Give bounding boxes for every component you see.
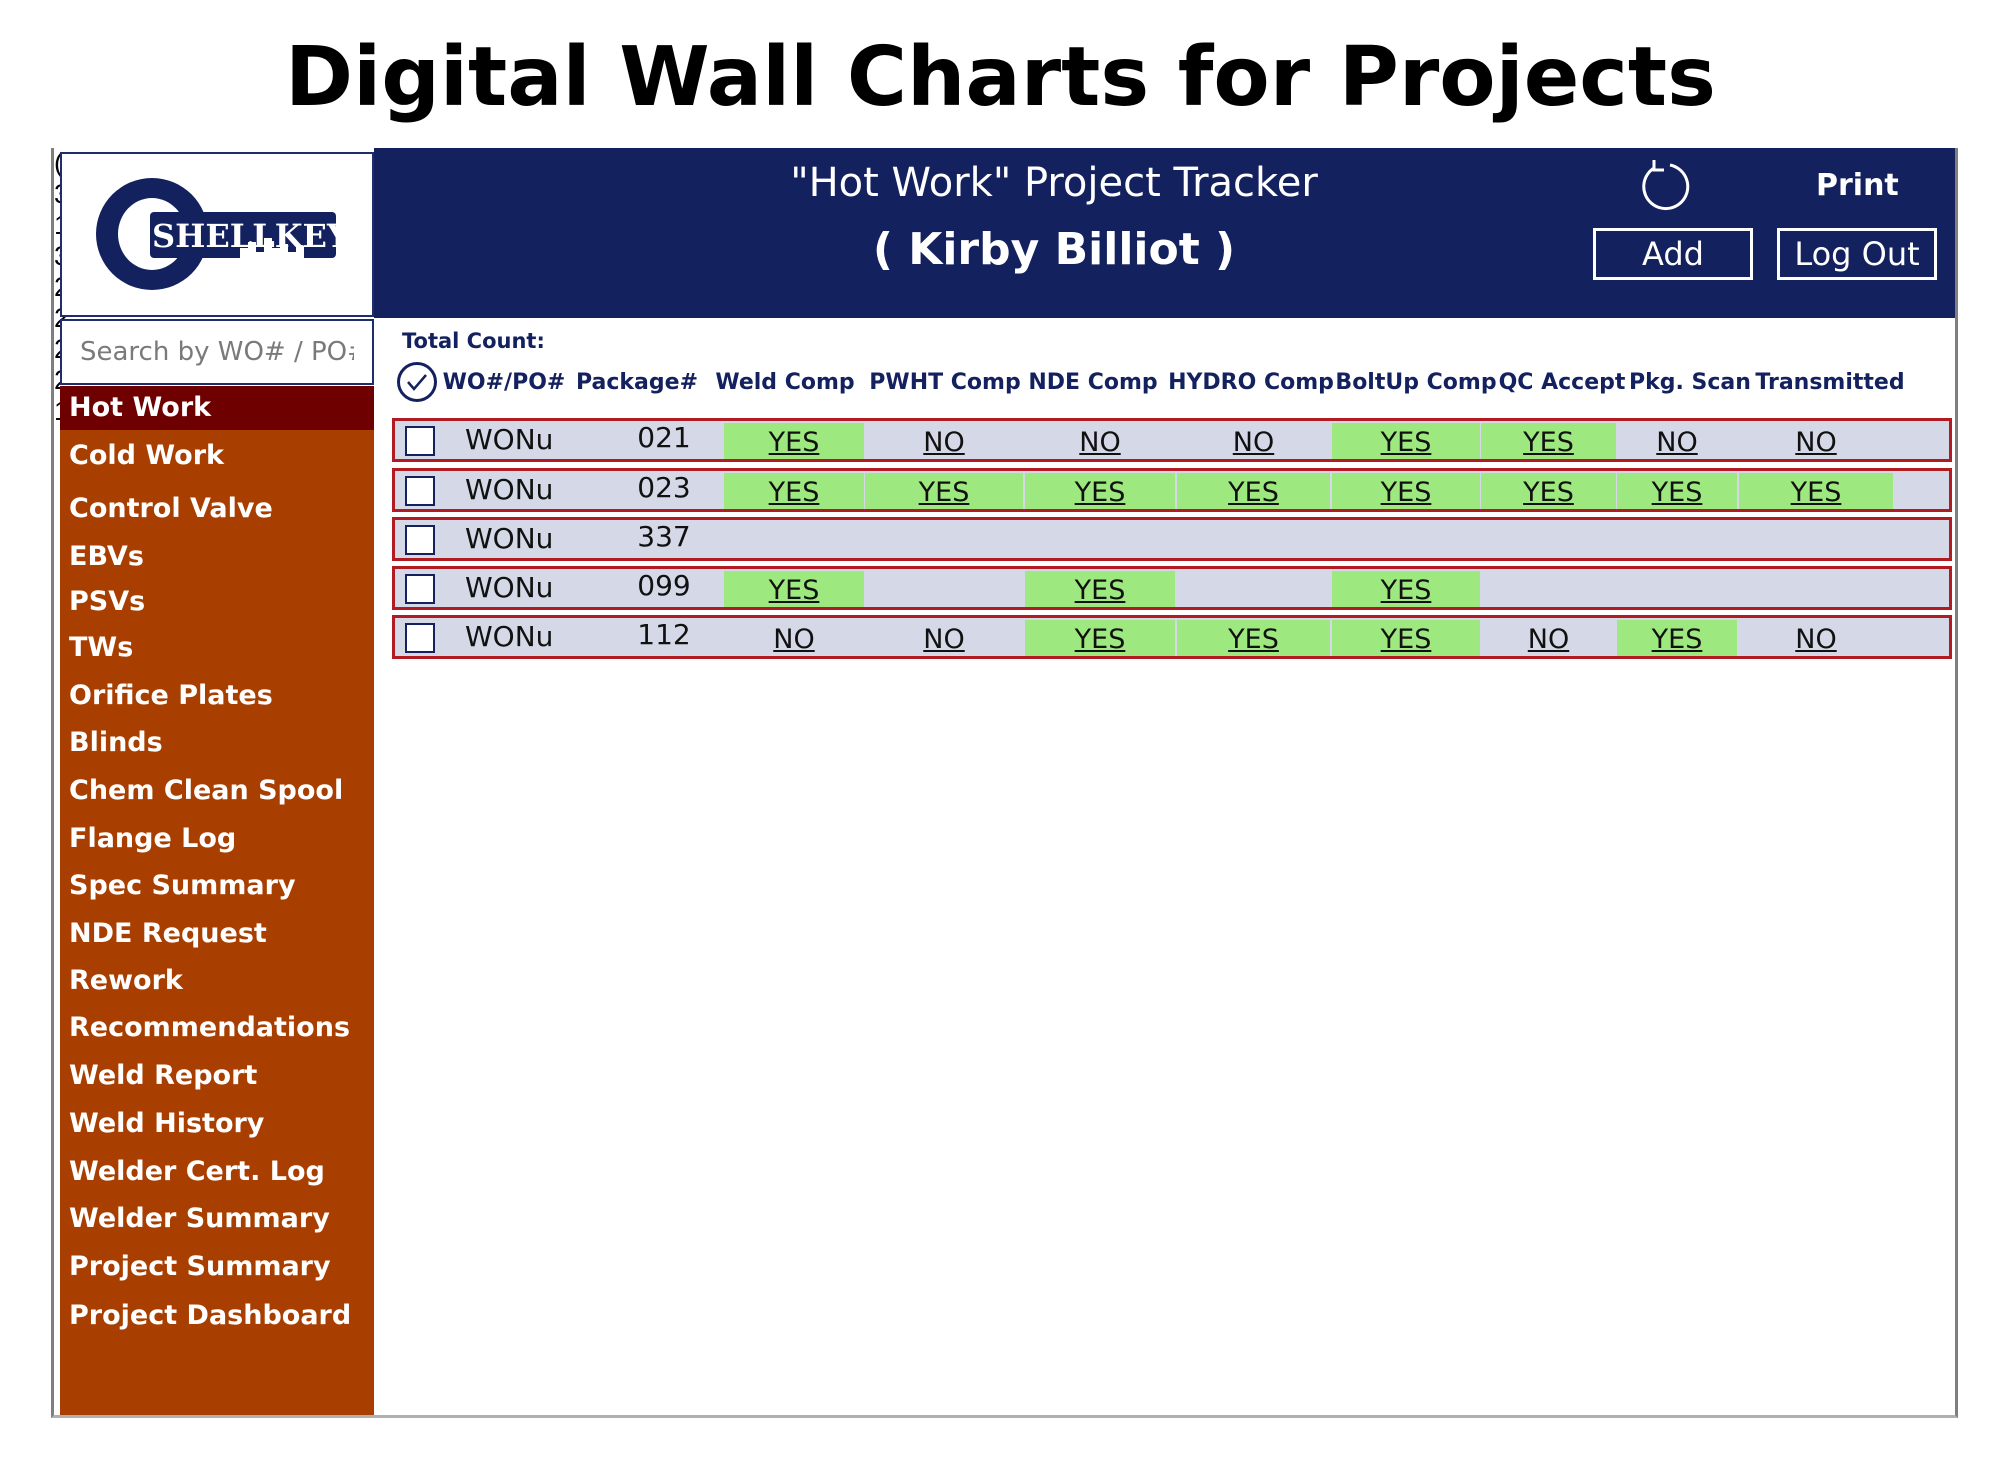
sidebar-item-spec-summary[interactable]: Spec Summary <box>69 870 296 901</box>
wo-number: WONu <box>465 522 554 555</box>
company-logo: SHELLKEY <box>60 152 374 317</box>
status-cell[interactable]: NO <box>1795 427 1837 458</box>
column-header: Package# <box>576 370 698 395</box>
sidebar-item-recommendations[interactable]: Recommendations <box>69 1012 351 1043</box>
current-user: ( Kirby Billiot ) <box>872 224 1236 275</box>
sidebar-item-hot-work[interactable]: Hot Work <box>60 386 374 430</box>
column-header: BoltUp Comp <box>1335 370 1497 395</box>
column-header: PWHT Comp <box>869 370 1021 395</box>
status-cell[interactable]: NO <box>773 624 815 655</box>
sidebar-item-weld-history[interactable]: Weld History <box>69 1108 265 1139</box>
status-cell[interactable]: NO <box>1527 624 1570 655</box>
sidebar-nav: Hot Work Cold Work Control Valve EBVs PSVs TW… <box>60 386 374 1415</box>
sidebar-item-control-valve[interactable]: Control Valve <box>69 493 273 524</box>
status-cell[interactable]: YES <box>724 571 864 607</box>
row-checkbox[interactable] <box>405 525 435 555</box>
column-header: Weld Comp <box>715 370 855 395</box>
status-cell[interactable]: YES <box>865 473 1023 509</box>
sidebar-item-orifice-plates[interactable]: Orifice Plates <box>69 680 273 711</box>
app-header: "Hot Work" Project Tracker ( Kirby Billi… <box>374 148 1955 318</box>
sidebar-item-psvs[interactable]: PSVs <box>69 586 146 617</box>
total-count-label: Total Count: <box>402 329 545 353</box>
table-row[interactable]: WONu 021 YES NO NO NO YES YES NO NO <box>392 418 1952 462</box>
row-checkbox[interactable] <box>405 623 435 653</box>
status-cell[interactable]: YES <box>1025 620 1175 656</box>
sidebar-item-rework[interactable]: Rework <box>69 965 183 996</box>
sidebar-item-welder-cert-log[interactable]: Welder Cert. Log <box>69 1156 325 1187</box>
sidebar-item-welder-summary[interactable]: Welder Summary <box>69 1203 330 1234</box>
sidebar-item-weld-report[interactable]: Weld Report <box>69 1060 258 1091</box>
status-cell[interactable]: YES <box>1177 620 1330 656</box>
status-cell[interactable]: NO <box>923 427 965 458</box>
status-cell[interactable]: YES <box>1617 473 1737 509</box>
status-cell[interactable]: YES <box>1332 620 1480 656</box>
column-header: WO#/PO# <box>442 370 566 395</box>
table-row[interactable]: WONu 023 YES YES YES YES YES YES YES YES <box>392 468 1952 512</box>
package-number: 112 <box>637 618 691 651</box>
status-cell[interactable]: YES <box>1481 473 1616 509</box>
status-cell[interactable]: NO <box>1795 624 1837 655</box>
column-header: NDE Comp <box>1028 370 1158 395</box>
package-number: 023 <box>637 471 691 504</box>
table-row[interactable]: WONu 337 <box>392 517 1952 561</box>
tracker-app: SHELLKEY "Hot Work" Project Tracker ( Ki… <box>51 148 1958 1418</box>
status-cell[interactable]: YES <box>1332 423 1480 459</box>
column-header: HYDRO Comp <box>1168 370 1334 395</box>
tracker-title: "Hot Work" Project Tracker <box>790 160 1318 206</box>
search-input[interactable] <box>60 319 374 385</box>
column-header: Transmitted <box>1755 370 1905 395</box>
wo-number: WONu <box>465 571 554 604</box>
status-cell[interactable]: YES <box>724 473 864 509</box>
table-row[interactable]: WONu 112 NO NO YES YES YES NO YES NO <box>392 615 1952 659</box>
svg-text:SHELLKEY: SHELLKEY <box>152 217 350 255</box>
sidebar-item-flange-log[interactable]: Flange Log <box>69 823 237 854</box>
column-header: Pkg. Scan <box>1629 370 1751 395</box>
page-headline: Digital Wall Charts for Projects <box>285 30 1716 125</box>
status-cell[interactable]: NO <box>1079 427 1121 458</box>
status-cell[interactable]: YES <box>1481 423 1616 459</box>
add-button[interactable]: Add <box>1593 228 1753 280</box>
status-cell[interactable]: YES <box>1025 571 1175 607</box>
sidebar-item-blinds[interactable]: Blinds <box>69 727 163 758</box>
sidebar-item-tws[interactable]: TWs <box>69 632 134 663</box>
status-cell[interactable]: NO <box>1656 427 1698 458</box>
status-cell[interactable]: YES <box>1025 473 1175 509</box>
package-number: 099 <box>637 569 691 602</box>
row-checkbox[interactable] <box>405 426 435 456</box>
status-cell[interactable]: YES <box>1177 473 1330 509</box>
table-row[interactable]: WONu 099 YES YES YES <box>392 566 1952 610</box>
package-number: 021 <box>637 421 691 454</box>
wo-number: WONu <box>465 423 554 456</box>
wo-number: WONu <box>465 620 554 653</box>
refresh-icon[interactable] <box>1636 156 1692 212</box>
sidebar-item-cold-work[interactable]: Cold Work <box>69 440 224 471</box>
status-cell[interactable]: YES <box>1739 473 1893 509</box>
status-cell[interactable]: NO <box>923 624 965 655</box>
package-number: 337 <box>637 520 691 553</box>
shellkey-logo-icon: SHELLKEY <box>96 178 350 290</box>
logout-button[interactable]: Log Out <box>1777 228 1937 280</box>
status-cell[interactable]: NO <box>1232 427 1275 458</box>
status-cell[interactable]: YES <box>1332 571 1480 607</box>
print-button[interactable]: Print <box>1816 168 1899 203</box>
column-header: QC Accept <box>1498 370 1626 395</box>
sidebar-item-nde-request[interactable]: NDE Request <box>69 918 267 949</box>
select-all-checkbox[interactable] <box>397 362 437 402</box>
row-checkbox[interactable] <box>405 476 435 506</box>
row-checkbox[interactable] <box>405 574 435 604</box>
sidebar-item-chem-clean-spool[interactable]: Chem Clean Spool <box>69 775 344 806</box>
status-cell[interactable]: YES <box>1617 620 1737 656</box>
sidebar-item-project-dashboard[interactable]: Project Dashboard <box>69 1300 352 1331</box>
status-cell[interactable]: YES <box>724 423 864 459</box>
sidebar-item-ebvs[interactable]: EBVs <box>69 541 144 572</box>
check-icon <box>407 374 427 391</box>
sidebar-item-project-summary[interactable]: Project Summary <box>69 1251 331 1282</box>
wo-number: WONu <box>465 473 554 506</box>
status-cell[interactable]: YES <box>1332 473 1480 509</box>
